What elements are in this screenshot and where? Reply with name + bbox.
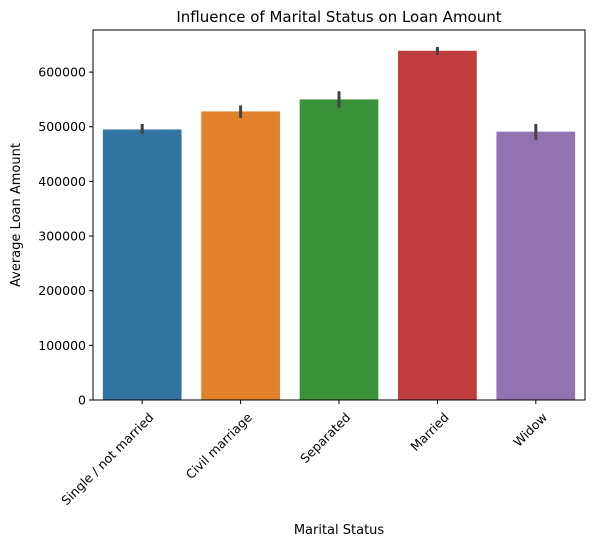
bar-2 bbox=[299, 99, 379, 401]
x-tick-label-4: Widow bbox=[510, 410, 550, 450]
x-axis: Single / not married Civil marriage Separa… bbox=[58, 400, 550, 508]
bar-4 bbox=[496, 131, 576, 400]
bar-1 bbox=[201, 111, 280, 400]
x-tick-label-1: Civil marriage bbox=[183, 409, 255, 481]
bars-group bbox=[102, 50, 576, 401]
y-tick-label-3: 300000 bbox=[38, 229, 86, 244]
x-tick-label-3: Married bbox=[407, 410, 451, 454]
chart-title: Influence of Marital Status on Loan Amou… bbox=[176, 8, 501, 26]
bar-0 bbox=[102, 129, 182, 400]
error-bars-group bbox=[140, 46, 538, 140]
y-tick-label-6: 600000 bbox=[38, 65, 86, 80]
y-tick-label-2: 200000 bbox=[38, 283, 86, 298]
y-tick-label-0: 0 bbox=[78, 393, 86, 408]
y-axis: 0 100000 200000 300000 400000 500000 600000 bbox=[38, 65, 93, 408]
y-axis-title: Average Loan Amount bbox=[9, 143, 24, 287]
y-tick-label-1: 100000 bbox=[38, 338, 86, 353]
x-tick-label-0: Single / not married bbox=[58, 410, 156, 508]
y-tick-label-5: 500000 bbox=[38, 119, 86, 134]
y-tick-label-4: 400000 bbox=[38, 174, 86, 189]
x-tick-label-2: Separated bbox=[297, 410, 353, 466]
bar-3 bbox=[398, 50, 477, 400]
x-axis-title: Marital Status bbox=[294, 523, 385, 538]
